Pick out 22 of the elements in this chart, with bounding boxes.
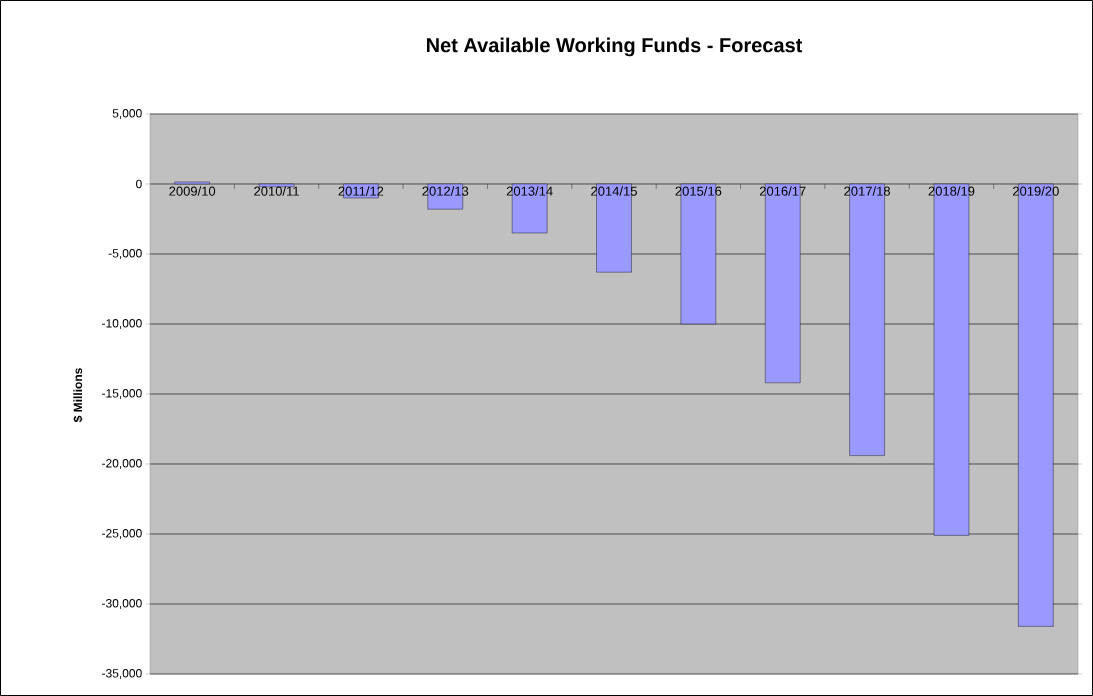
x-tick-label: 2012/13 — [422, 186, 469, 196]
x-tick-label: 2011/12 — [338, 186, 384, 196]
x-tick-label: 2017/18 — [844, 186, 891, 196]
y-tick-label: -15,000 — [102, 389, 142, 399]
y-tick-label: -35,000 — [102, 669, 142, 679]
y-tick-label: -30,000 — [102, 599, 142, 609]
y-tick-label: -5,000 — [108, 249, 142, 259]
chart-title: Net Available Working Funds - Forecast — [426, 37, 803, 57]
x-tick-label: 2014/15 — [591, 186, 637, 196]
y-tick-label: -25,000 — [102, 529, 142, 539]
x-tick-label: 2016/17 — [759, 186, 806, 196]
x-tick-label: 2019/20 — [1012, 186, 1059, 196]
y-axis-title: $ Millions — [73, 368, 83, 423]
x-tick-label: 2018/19 — [928, 186, 975, 196]
x-tick-label: 2015/16 — [675, 186, 722, 196]
y-tick-label: -20,000 — [102, 459, 142, 469]
x-tick-label: 2013/14 — [506, 186, 553, 196]
y-tick-label: 0 — [136, 179, 142, 189]
x-tick-label: 2009/10 — [169, 186, 216, 196]
x-tick-label: 2010/11 — [254, 186, 299, 196]
y-tick-label: 5,000 — [112, 109, 142, 119]
y-tick-label: -10,000 — [102, 319, 142, 329]
